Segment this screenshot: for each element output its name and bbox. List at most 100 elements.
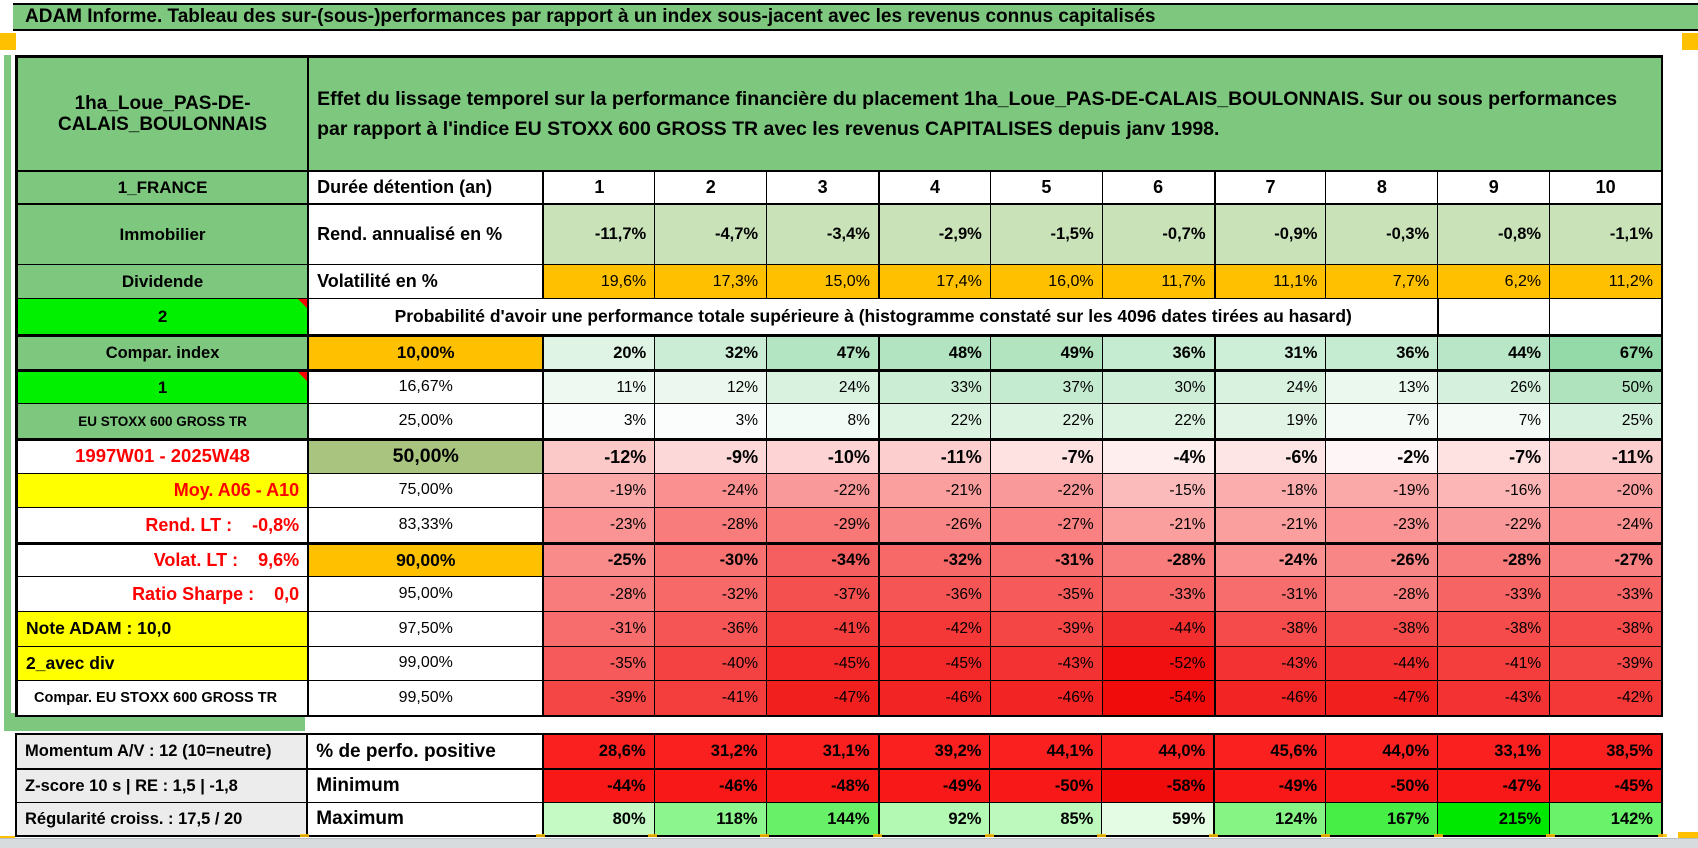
cell-vol-5[interactable]: 16,0% [989,265,1102,298]
cell-p8333-2[interactable]: -28% [654,508,767,542]
row-label-p10[interactable]: Compar. index [18,337,308,369]
row-label-p99[interactable]: 2_avec div [18,646,308,681]
subheader-p975[interactable]: 97,50% [307,612,543,646]
row-label-min[interactable]: Z-score 10 s | RE : 1,5 | -1,8 [17,770,307,802]
cell-p995-3[interactable]: -47% [766,681,878,715]
cell-p975-4[interactable]: -42% [877,612,990,646]
cell-p1667-1[interactable]: 11% [542,371,655,404]
cell-rend-2[interactable]: -4,7% [654,205,767,264]
subheader-p95[interactable]: 95,00% [307,577,543,611]
cell-p975-5[interactable]: -39% [989,612,1102,646]
cell-p8333-8[interactable]: -23% [1325,508,1438,542]
cell-p95-9[interactable]: -33% [1437,577,1550,611]
cell-max-4[interactable]: 92% [877,802,990,835]
cell-perf-10[interactable]: 38,5% [1549,735,1661,769]
cell-vol-6[interactable]: 11,7% [1101,265,1214,298]
cell-duree-4[interactable]: 4 [878,172,990,203]
asset-name-cell[interactable]: 1ha_Loue_PAS-DE- CALAIS_BOULONNAIS [18,58,308,170]
cell-vol-9[interactable]: 6,2% [1437,265,1550,298]
cell-p995-8[interactable]: -47% [1325,681,1438,715]
cell-min-10[interactable]: -45% [1549,770,1661,802]
cell-p95-1[interactable]: -28% [542,577,655,611]
cell-perf-6[interactable]: 44,0% [1101,735,1214,769]
cell-vol-8[interactable]: 7,7% [1325,265,1438,298]
subheader-p75[interactable]: 75,00% [307,473,543,508]
cell-p95-10[interactable]: -33% [1549,577,1661,611]
cell-vol-7[interactable]: 11,1% [1213,265,1326,298]
cell-p975-6[interactable]: -44% [1101,612,1214,646]
cell-p10-4[interactable]: 48% [877,337,990,369]
cell-p10-5[interactable]: 49% [989,337,1102,369]
cell-p995-5[interactable]: -46% [989,681,1102,715]
cell-p8333-5[interactable]: -27% [989,508,1102,542]
cell-p1667-3[interactable]: 24% [766,371,878,404]
cell-p95-7[interactable]: -31% [1213,577,1326,611]
cell-min-7[interactable]: -49% [1213,770,1326,802]
cell-p995-7[interactable]: -46% [1213,681,1326,715]
cell-p50-10[interactable]: -11% [1549,440,1661,473]
cell-max-1[interactable]: 80% [541,802,654,835]
cell-min-8[interactable]: -50% [1325,770,1438,802]
cell-p75-10[interactable]: -20% [1549,473,1661,508]
cell-duree-1[interactable]: 1 [542,172,655,203]
subheader-p995[interactable]: 99,50% [307,681,543,715]
subheader-p25[interactable]: 25,00% [307,404,543,438]
cell-rend-7[interactable]: -0,9% [1213,205,1326,264]
cell-min-1[interactable]: -44% [541,770,654,802]
cell-p75-6[interactable]: -15% [1101,473,1214,508]
cell-p75-7[interactable]: -18% [1213,473,1326,508]
cell-vol-4[interactable]: 17,4% [877,265,990,298]
cell-p1667-10[interactable]: 50% [1549,371,1661,404]
cell-min-4[interactable]: -49% [877,770,990,802]
cell-max-6[interactable]: 59% [1101,802,1214,835]
cell-duree-7[interactable]: 7 [1213,172,1326,203]
cell-duree-5[interactable]: 5 [989,172,1102,203]
cell-proba-tail1[interactable] [1549,299,1661,334]
cell-vol-10[interactable]: 11,2% [1549,265,1661,298]
cell-perf-8[interactable]: 44,0% [1325,735,1438,769]
row-label-vol[interactable]: Dividende [18,265,308,298]
cell-duree-9[interactable]: 9 [1437,172,1550,203]
cell-p90-5[interactable]: -31% [989,544,1102,577]
cell-p25-6[interactable]: 22% [1101,404,1214,438]
cell-rend-4[interactable]: -2,9% [877,205,990,264]
cell-p95-5[interactable]: -35% [989,577,1102,611]
cell-p25-2[interactable]: 3% [654,404,767,438]
cell-p90-6[interactable]: -28% [1101,544,1214,577]
cell-rend-9[interactable]: -0,8% [1437,205,1550,264]
cell-max-9[interactable]: 215% [1437,802,1550,835]
cell-p25-7[interactable]: 19% [1213,404,1326,438]
cell-perf-5[interactable]: 44,1% [989,735,1102,769]
cell-p75-8[interactable]: -19% [1325,473,1438,508]
cell-p50-6[interactable]: -4% [1101,440,1214,473]
cell-p975-8[interactable]: -38% [1325,612,1438,646]
cell-p90-9[interactable]: -28% [1437,544,1550,577]
cell-rend-6[interactable]: -0,7% [1101,205,1214,264]
cell-duree-10[interactable]: 10 [1549,172,1662,203]
subheader-min[interactable]: Minimum [306,770,542,802]
cell-max-5[interactable]: 85% [989,802,1102,835]
cell-p8333-9[interactable]: -22% [1437,508,1550,542]
cell-p90-3[interactable]: -34% [766,544,878,577]
subheader-duree[interactable]: Durée détention (an) [307,172,543,203]
cell-p75-4[interactable]: -21% [877,473,990,508]
row-label-p8333[interactable]: Rend. LT : -0,8% [18,508,308,542]
cell-p50-2[interactable]: -9% [654,440,767,473]
cell-p99-6[interactable]: -52% [1101,646,1214,681]
cell-p995-2[interactable]: -41% [654,681,767,715]
row-label-p1667[interactable]: 1 [18,371,308,404]
subheader-p1667[interactable]: 16,67% [307,371,543,404]
cell-p90-1[interactable]: -25% [542,544,655,577]
cell-p99-9[interactable]: -41% [1437,646,1550,681]
cell-vol-2[interactable]: 17,3% [654,265,767,298]
cell-p50-5[interactable]: -7% [989,440,1102,473]
cell-p95-2[interactable]: -32% [654,577,767,611]
cell-p995-6[interactable]: -54% [1101,681,1214,715]
row-label-p50[interactable]: 1997W01 - 2025W48 [18,440,308,473]
cell-perf-7[interactable]: 45,6% [1213,735,1326,769]
cell-p50-8[interactable]: -2% [1325,440,1438,473]
subheader-p99[interactable]: 99,00% [307,646,543,681]
cell-p25-3[interactable]: 8% [766,404,878,438]
cell-max-10[interactable]: 142% [1549,802,1661,835]
cell-p25-9[interactable]: 7% [1437,404,1550,438]
